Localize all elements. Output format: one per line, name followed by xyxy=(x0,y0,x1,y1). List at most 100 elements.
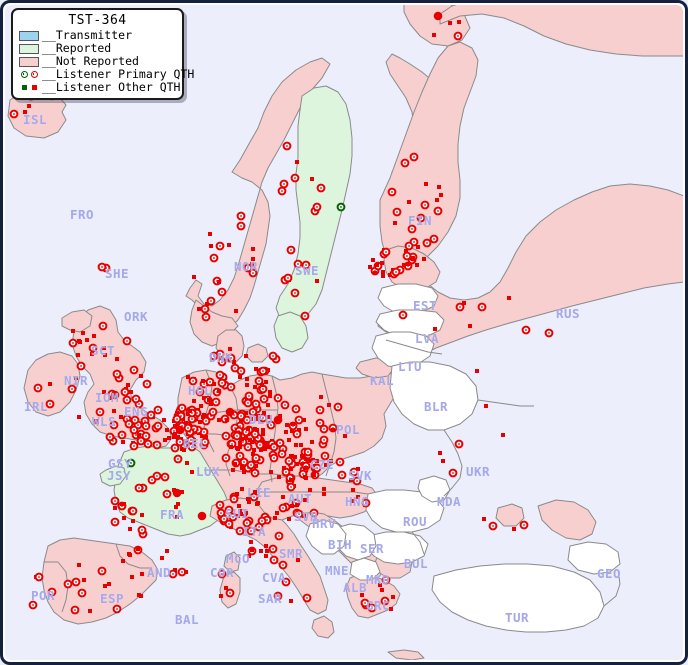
listener-primary-qth-marker[interactable] xyxy=(519,520,529,530)
listener-primary-qth-marker[interactable] xyxy=(477,302,487,312)
listener-primary-qth-marker[interactable] xyxy=(291,404,301,414)
listener-other-qth-marker[interactable] xyxy=(380,588,384,592)
listener-primary-qth-marker[interactable] xyxy=(187,442,197,452)
listener-other-qth-marker[interactable] xyxy=(190,470,194,474)
listener-other-qth-marker[interactable] xyxy=(199,404,203,408)
listener-other-qth-marker[interactable] xyxy=(381,274,385,278)
listener-primary-qth-marker[interactable] xyxy=(281,577,291,587)
listener-primary-qth-marker[interactable] xyxy=(312,202,322,212)
listener-other-qth-marker[interactable] xyxy=(48,382,52,386)
listener-other-qth-marker[interactable] xyxy=(297,428,301,432)
listener-cluster-marker[interactable] xyxy=(225,407,235,417)
listener-primary-qth-marker[interactable] xyxy=(206,296,216,306)
listener-other-qth-marker[interactable] xyxy=(402,263,406,267)
listener-other-qth-marker[interactable] xyxy=(239,512,243,516)
listener-primary-qth-marker[interactable] xyxy=(109,420,119,430)
listener-other-qth-marker[interactable] xyxy=(439,193,443,197)
listener-primary-qth-marker[interactable] xyxy=(349,467,359,477)
listener-other-qth-marker[interactable] xyxy=(304,427,308,431)
listener-other-qth-marker[interactable] xyxy=(349,478,353,482)
listener-primary-qth-marker[interactable] xyxy=(209,351,219,361)
listener-other-qth-marker[interactable] xyxy=(322,492,326,496)
listener-other-qth-marker[interactable] xyxy=(77,415,81,419)
listener-primary-qth-marker[interactable] xyxy=(95,407,105,417)
listener-other-qth-marker[interactable] xyxy=(242,470,246,474)
listener-primary-qth-marker[interactable] xyxy=(309,508,319,518)
listener-primary-qth-marker[interactable] xyxy=(236,211,246,221)
listener-primary-qth-marker[interactable] xyxy=(258,366,268,376)
listener-other-qth-marker[interactable] xyxy=(254,464,258,468)
listener-other-qth-marker[interactable] xyxy=(295,160,299,164)
listener-primary-qth-marker[interactable] xyxy=(300,311,310,321)
listener-other-qth-marker[interactable] xyxy=(411,256,415,260)
listener-primary-qth-marker[interactable] xyxy=(278,560,288,570)
listener-other-qth-marker[interactable] xyxy=(140,572,144,576)
listener-other-qth-marker[interactable] xyxy=(266,445,270,449)
listener-primary-qth-marker[interactable] xyxy=(136,436,146,446)
listener-primary-qth-marker[interactable] xyxy=(97,566,107,576)
listener-other-qth-marker[interactable] xyxy=(302,418,306,422)
listener-other-qth-marker[interactable] xyxy=(253,490,257,494)
listener-other-qth-marker[interactable] xyxy=(501,433,505,437)
listener-primary-qth-marker[interactable] xyxy=(448,468,458,478)
listener-primary-qth-marker[interactable] xyxy=(416,213,426,223)
listener-primary-qth-marker[interactable] xyxy=(398,310,408,320)
listener-other-qth-marker[interactable] xyxy=(295,503,299,507)
listener-primary-qth-marker[interactable] xyxy=(303,447,313,457)
listener-primary-qth-marker[interactable] xyxy=(277,449,287,459)
listener-other-qth-marker[interactable] xyxy=(290,504,294,508)
listener-other-qth-marker[interactable] xyxy=(295,462,299,466)
listener-other-qth-marker[interactable] xyxy=(228,347,232,351)
listener-other-qth-marker[interactable] xyxy=(294,443,298,447)
listener-other-qth-marker[interactable] xyxy=(209,402,213,406)
listener-other-qth-marker[interactable] xyxy=(240,487,244,491)
listener-other-qth-marker[interactable] xyxy=(296,558,300,562)
listener-primary-qth-marker[interactable] xyxy=(134,483,144,493)
listener-other-qth-marker[interactable] xyxy=(92,334,96,338)
listener-primary-qth-marker[interactable] xyxy=(242,518,252,528)
listener-primary-qth-marker[interactable] xyxy=(336,202,346,212)
listener-primary-qth-marker[interactable] xyxy=(250,468,260,478)
listener-primary-qth-marker[interactable] xyxy=(105,432,115,442)
listener-primary-qth-marker[interactable] xyxy=(122,395,132,405)
listener-other-qth-marker[interactable] xyxy=(404,249,408,253)
listener-other-qth-marker[interactable] xyxy=(173,568,177,572)
listener-other-qth-marker[interactable] xyxy=(380,261,384,265)
listener-other-qth-marker[interactable] xyxy=(275,511,279,515)
listener-other-qth-marker[interactable] xyxy=(462,301,466,305)
listener-other-qth-marker[interactable] xyxy=(243,514,247,518)
listener-other-qth-marker[interactable] xyxy=(373,271,377,275)
listener-other-qth-marker[interactable] xyxy=(244,354,248,358)
listener-other-qth-marker[interactable] xyxy=(207,398,211,402)
listener-primary-qth-marker[interactable] xyxy=(269,442,279,452)
listener-primary-qth-marker[interactable] xyxy=(244,391,254,401)
listener-primary-qth-marker[interactable] xyxy=(521,325,531,335)
listener-primary-qth-marker[interactable] xyxy=(243,442,253,452)
listener-other-qth-marker[interactable] xyxy=(165,549,169,553)
listener-other-qth-marker[interactable] xyxy=(167,436,171,440)
listener-other-qth-marker[interactable] xyxy=(311,458,315,462)
listener-primary-qth-marker[interactable] xyxy=(97,262,107,272)
listener-primary-qth-marker[interactable] xyxy=(381,575,391,585)
listener-other-qth-marker[interactable] xyxy=(246,497,250,501)
listener-primary-qth-marker[interactable] xyxy=(201,416,211,426)
listener-primary-qth-marker[interactable] xyxy=(320,451,330,461)
listener-primary-qth-marker[interactable] xyxy=(232,431,242,441)
listener-other-qth-marker[interactable] xyxy=(236,514,240,518)
listener-other-qth-marker[interactable] xyxy=(299,443,303,447)
listener-other-qth-marker[interactable] xyxy=(85,338,89,342)
listener-primary-qth-marker[interactable] xyxy=(45,399,55,409)
listener-other-qth-marker[interactable] xyxy=(267,415,271,419)
listener-primary-qth-marker[interactable] xyxy=(243,398,253,408)
listener-other-qth-marker[interactable] xyxy=(180,490,184,494)
listener-other-qth-marker[interactable] xyxy=(121,440,125,444)
listener-cluster-marker[interactable] xyxy=(433,11,443,21)
listener-other-qth-marker[interactable] xyxy=(137,433,141,437)
listener-other-qth-marker[interactable] xyxy=(415,263,419,267)
listener-other-qth-marker[interactable] xyxy=(259,549,263,553)
listener-primary-qth-marker[interactable] xyxy=(488,521,498,531)
listener-other-qth-marker[interactable] xyxy=(130,575,134,579)
listener-primary-qth-marker[interactable] xyxy=(215,500,225,510)
listener-primary-qth-marker[interactable] xyxy=(217,569,227,579)
listener-primary-qth-marker[interactable] xyxy=(294,509,304,519)
